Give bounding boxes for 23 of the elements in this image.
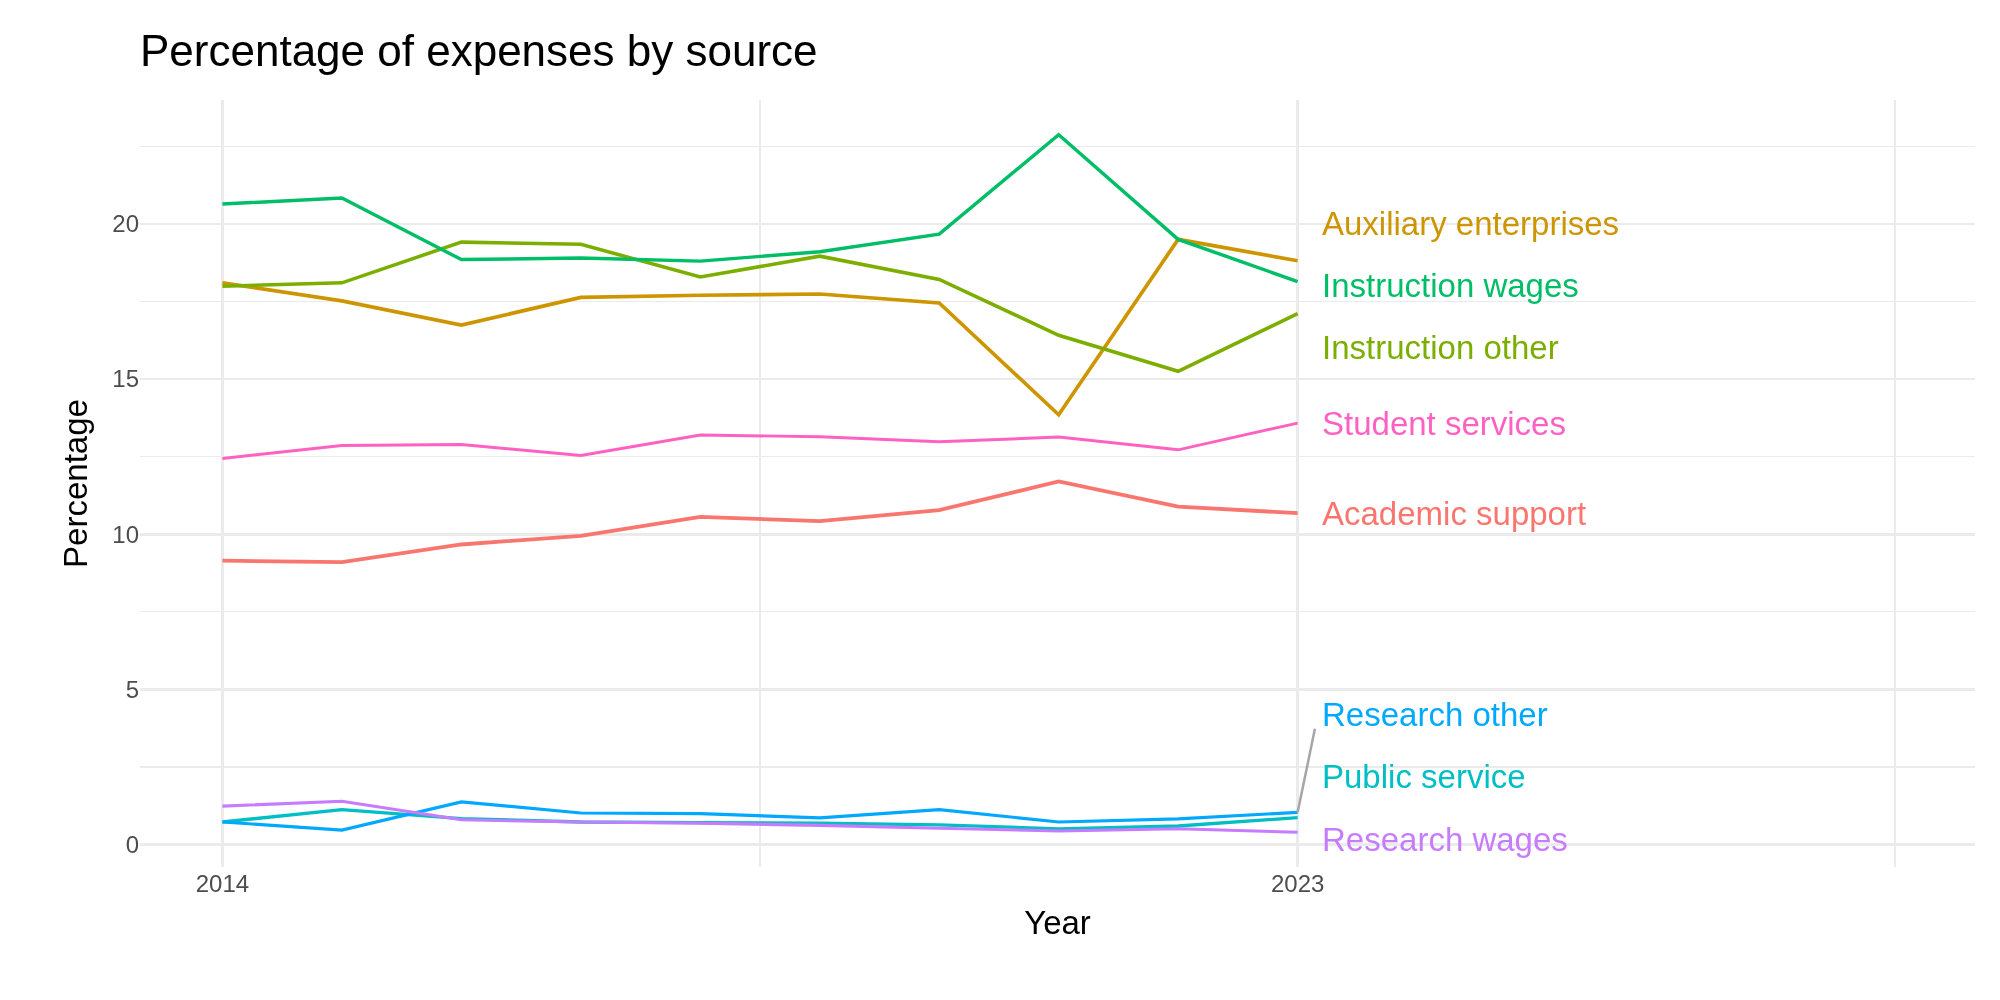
series-label: Public service <box>1322 758 1526 795</box>
line-series <box>220 421 1300 460</box>
y-tick-label: 20 <box>112 210 139 238</box>
series-label: Instruction other <box>1322 329 1559 366</box>
line-series <box>220 479 1300 565</box>
chart-title: Percentage of expenses by source <box>140 25 818 75</box>
y-tick-label: 10 <box>112 520 139 548</box>
series-label: Academic support <box>1322 495 1587 532</box>
series-label: Research wages <box>1322 821 1568 858</box>
x-tick-label: 2023 <box>1270 870 1325 897</box>
x-tick-label: 2014 <box>195 870 250 897</box>
line-series <box>220 133 1300 284</box>
y-tick-label: 0 <box>125 831 139 859</box>
text: Research other <box>1322 696 1548 733</box>
line-series <box>220 237 1300 417</box>
series-label: Auxiliary enterprises <box>1322 205 1620 242</box>
y-tick-label: 15 <box>112 365 139 393</box>
y-tick-label: 5 <box>125 675 139 703</box>
line-series <box>220 240 1300 374</box>
x-axis-title: Year <box>1024 903 1091 941</box>
series-label: Student services <box>1322 405 1566 442</box>
series-label: Instruction wages <box>1322 267 1579 304</box>
y-axis-title: Percentage <box>57 399 95 568</box>
